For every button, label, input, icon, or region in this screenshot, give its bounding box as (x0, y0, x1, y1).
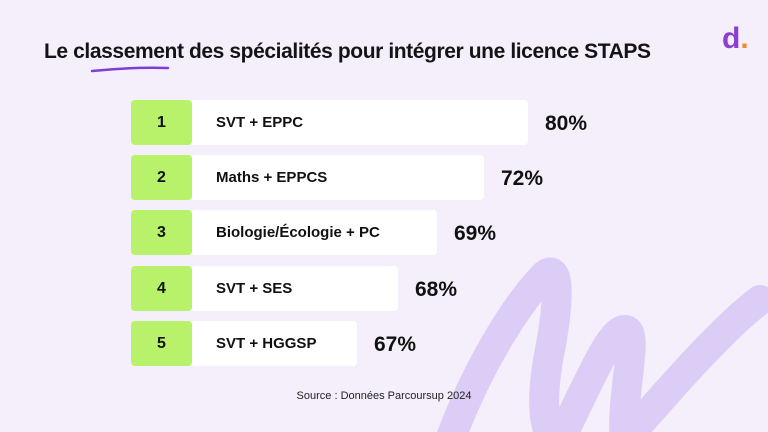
bar-row: 2 Maths + EPPCS 72% (131, 155, 543, 200)
rank-badge: 5 (131, 321, 192, 366)
bar-row: 5 SVT + HGGSP 67% (131, 321, 416, 366)
bar: SVT + EPPC (192, 100, 528, 145)
bar: Maths + EPPCS (192, 155, 484, 200)
rank-badge: 2 (131, 155, 192, 200)
rank-badge: 3 (131, 210, 192, 255)
bar: Biologie/Écologie + PC (192, 210, 437, 255)
value-label: 72% (501, 167, 544, 190)
rank-badge: 1 (131, 100, 192, 145)
bar: SVT + SES (192, 266, 398, 311)
value-label: 69% (454, 222, 497, 245)
bar-row: 3 Biologie/Écologie + PC 69% (131, 210, 496, 255)
value-label: 67% (374, 333, 417, 356)
value-label: 68% (415, 278, 458, 301)
category-label: Biologie/Écologie + PC (216, 224, 380, 241)
category-label: SVT + HGGSP (216, 335, 317, 352)
logo: d. (722, 22, 749, 55)
value-label: 80% (545, 112, 588, 135)
chart-title: Le classement des spécialités pour intég… (44, 40, 651, 63)
category-label: SVT + SES (216, 280, 293, 297)
bar-row: 1 SVT + EPPC 80% (131, 100, 587, 145)
bar: SVT + HGGSP (192, 321, 357, 366)
bar-row: 4 SVT + SES 68% (131, 266, 457, 311)
rank-badge: 4 (131, 266, 192, 311)
source-note: Source : Données Parcoursup 2024 (296, 390, 472, 402)
category-label: SVT + EPPC (216, 114, 304, 131)
category-label: Maths + EPPCS (216, 169, 328, 186)
